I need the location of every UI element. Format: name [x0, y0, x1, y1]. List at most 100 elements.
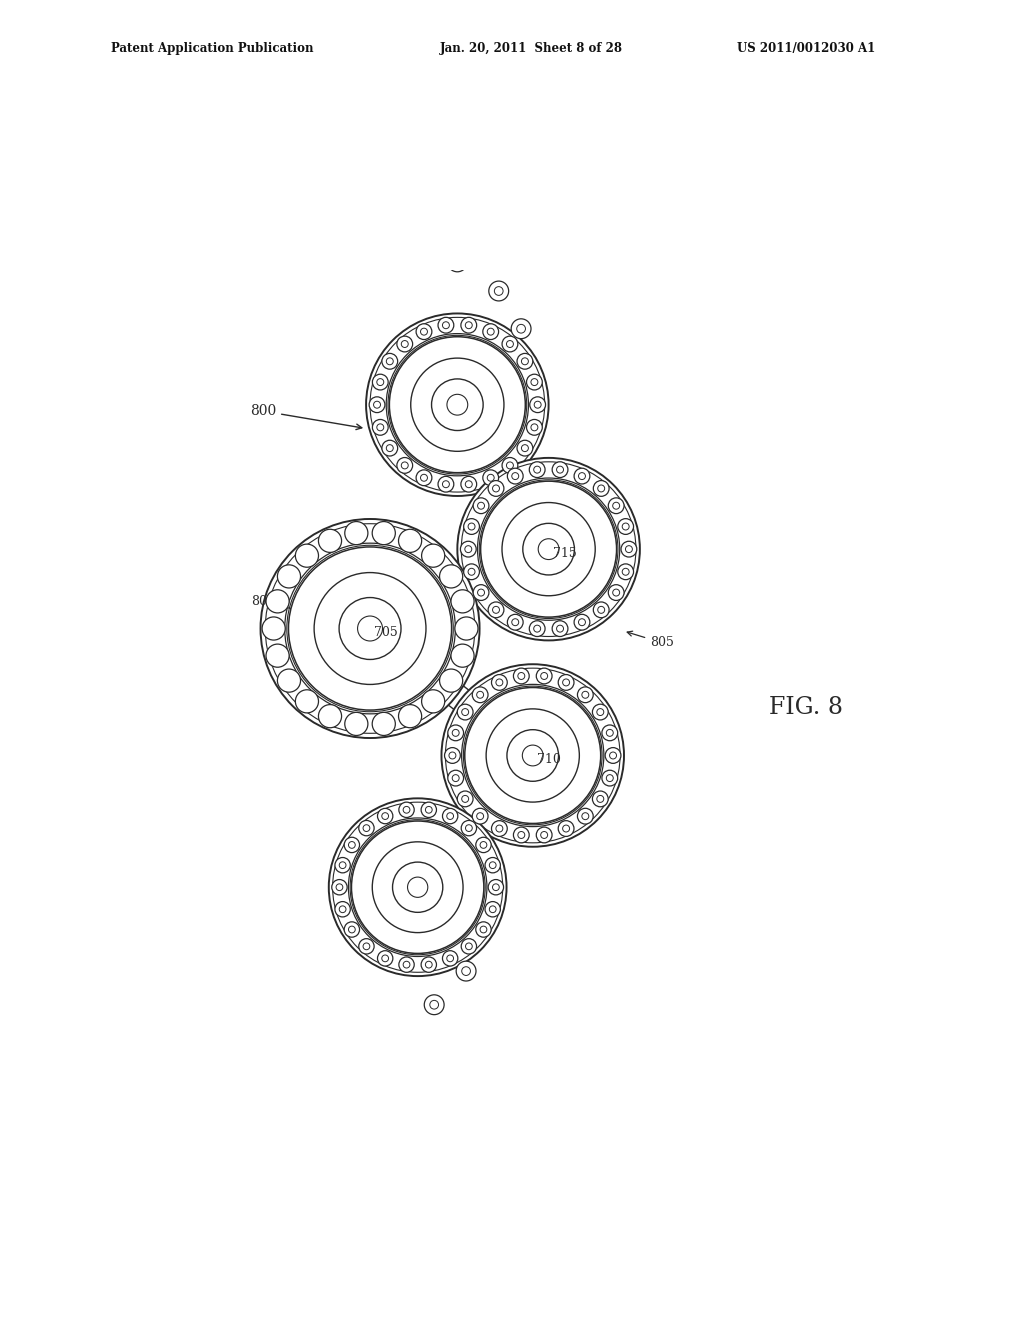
Circle shape	[488, 480, 504, 496]
Circle shape	[582, 692, 589, 698]
Circle shape	[493, 884, 500, 891]
Circle shape	[473, 585, 488, 601]
Circle shape	[496, 678, 503, 686]
Circle shape	[487, 329, 495, 335]
Circle shape	[318, 705, 342, 727]
Circle shape	[453, 775, 459, 781]
Circle shape	[598, 484, 604, 492]
Circle shape	[364, 942, 370, 949]
Circle shape	[461, 317, 476, 333]
Circle shape	[458, 704, 473, 719]
Circle shape	[488, 879, 504, 895]
Circle shape	[502, 503, 595, 595]
Circle shape	[339, 862, 346, 869]
Circle shape	[344, 921, 359, 937]
Circle shape	[447, 725, 464, 741]
Circle shape	[461, 477, 476, 492]
Circle shape	[451, 590, 474, 612]
Circle shape	[461, 939, 476, 954]
Circle shape	[612, 502, 620, 510]
Circle shape	[399, 957, 415, 973]
Circle shape	[447, 771, 464, 785]
Circle shape	[512, 619, 519, 626]
Circle shape	[492, 675, 507, 690]
Circle shape	[430, 1001, 438, 1008]
Circle shape	[465, 545, 472, 553]
Circle shape	[541, 832, 548, 838]
Circle shape	[442, 322, 450, 329]
Circle shape	[285, 543, 456, 714]
Circle shape	[477, 589, 484, 597]
Circle shape	[606, 730, 613, 737]
Circle shape	[621, 541, 637, 557]
Circle shape	[485, 858, 501, 873]
Circle shape	[485, 902, 501, 917]
Circle shape	[602, 771, 617, 785]
Circle shape	[529, 620, 545, 636]
Circle shape	[266, 644, 289, 667]
Circle shape	[513, 668, 529, 684]
Circle shape	[487, 474, 495, 482]
Circle shape	[408, 876, 428, 898]
Circle shape	[472, 686, 488, 702]
Circle shape	[477, 502, 484, 510]
Circle shape	[425, 961, 432, 968]
Circle shape	[598, 606, 604, 614]
Circle shape	[455, 616, 478, 640]
Circle shape	[388, 335, 526, 474]
Text: US 2011/0012030 A1: US 2011/0012030 A1	[737, 42, 876, 55]
Circle shape	[480, 927, 486, 933]
Circle shape	[623, 523, 629, 531]
Circle shape	[479, 479, 617, 619]
Circle shape	[578, 808, 593, 824]
Circle shape	[348, 927, 355, 933]
Circle shape	[493, 484, 500, 492]
Circle shape	[468, 569, 475, 576]
Circle shape	[526, 374, 543, 389]
Circle shape	[378, 950, 393, 966]
Circle shape	[462, 796, 469, 803]
Circle shape	[416, 323, 432, 339]
Circle shape	[473, 498, 488, 513]
Circle shape	[526, 420, 543, 436]
Circle shape	[401, 341, 409, 347]
Circle shape	[421, 474, 427, 482]
Circle shape	[552, 620, 568, 636]
Circle shape	[441, 664, 624, 846]
Circle shape	[496, 825, 503, 832]
Circle shape	[358, 939, 374, 954]
Circle shape	[398, 529, 422, 552]
Circle shape	[578, 686, 593, 702]
Circle shape	[535, 401, 541, 408]
Circle shape	[552, 462, 568, 478]
Circle shape	[335, 858, 350, 873]
Circle shape	[332, 879, 347, 895]
Circle shape	[493, 606, 500, 614]
Circle shape	[453, 730, 459, 737]
Circle shape	[421, 803, 436, 817]
Circle shape	[488, 281, 509, 301]
Circle shape	[507, 469, 523, 484]
Circle shape	[489, 906, 496, 912]
Circle shape	[421, 329, 427, 335]
Circle shape	[593, 704, 608, 719]
Circle shape	[399, 803, 415, 817]
Circle shape	[579, 473, 586, 479]
Circle shape	[529, 462, 545, 478]
Circle shape	[597, 709, 604, 715]
Circle shape	[486, 709, 580, 803]
Circle shape	[574, 469, 590, 484]
Circle shape	[574, 614, 590, 630]
Circle shape	[358, 821, 374, 836]
Circle shape	[521, 358, 528, 364]
Circle shape	[446, 954, 454, 962]
Circle shape	[336, 884, 343, 891]
Circle shape	[523, 523, 574, 576]
Circle shape	[608, 585, 624, 601]
Circle shape	[517, 441, 532, 455]
Circle shape	[477, 478, 620, 620]
Circle shape	[462, 684, 604, 826]
Circle shape	[521, 445, 528, 451]
Circle shape	[289, 546, 452, 710]
Circle shape	[612, 589, 620, 597]
